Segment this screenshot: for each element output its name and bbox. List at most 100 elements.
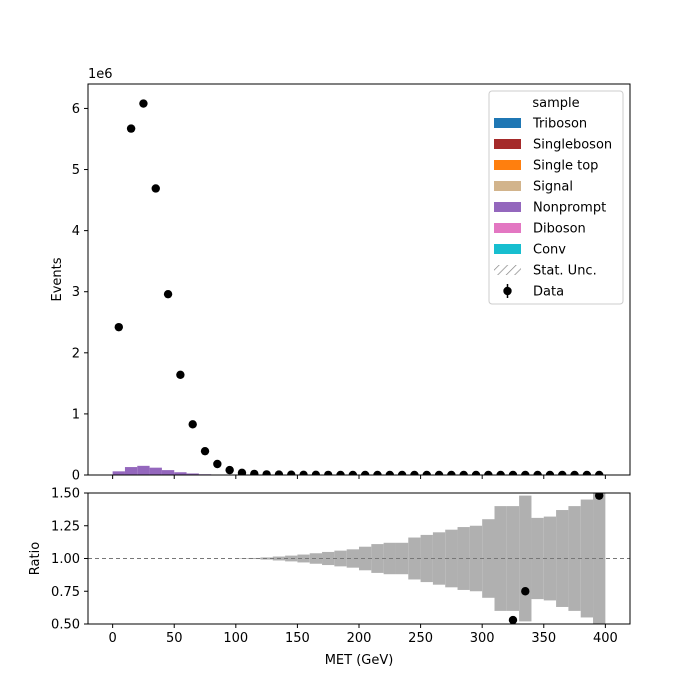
- legend-diboson-label: Diboson: [533, 222, 586, 237]
- ratio-unc-band-24: [408, 537, 421, 580]
- data-point-34: [533, 470, 542, 475]
- ratio-xtick-label-2: 100: [223, 631, 248, 646]
- data-point-1: [126, 124, 136, 133]
- legend-conv-swatch: [494, 244, 521, 254]
- data-point-9: [225, 465, 234, 475]
- legend-stat-unc-label: Stat. Unc.: [533, 264, 597, 279]
- main-plot-area: [112, 99, 604, 475]
- data-point-26: [434, 470, 444, 475]
- ratio-xtick-label-5: 250: [408, 631, 433, 646]
- ratio-unc-band-15: [297, 554, 310, 563]
- data-point-12: [262, 470, 271, 475]
- data-point-21: [373, 470, 382, 475]
- data-point-27: [447, 470, 456, 475]
- ratio-xtick-label-6: 300: [470, 631, 495, 646]
- data-point-25: [422, 470, 431, 475]
- data-point-15: [299, 470, 308, 475]
- ratio-point-1: [521, 587, 530, 596]
- data-point-4: [163, 289, 173, 299]
- legend-data-marker: [503, 286, 512, 296]
- legend-singleboson-swatch: [494, 139, 521, 149]
- data-point-10: [237, 468, 247, 475]
- main-panel: 0 1 2 3 4 5 6 1e6 Events: [50, 67, 631, 484]
- legend-singleboson-label: Singleboson: [533, 138, 612, 153]
- main-ytick-label-4: 4: [72, 224, 80, 239]
- main-ytick-label-2: 2: [72, 346, 80, 361]
- ratio-unc-band-27: [445, 529, 458, 588]
- ratio-ytick-label-2: 1.00: [51, 552, 80, 567]
- main-ytick-label-0: 0: [72, 469, 80, 484]
- ratio-unc-band-20: [359, 546, 372, 571]
- ratio-point-0: [508, 615, 518, 624]
- legend-single-top-label: Single top: [533, 159, 598, 174]
- legend-box: [488, 90, 624, 305]
- data-point-32: [508, 470, 518, 475]
- ratio-ytick-label-1: 0.75: [51, 585, 80, 600]
- legend-signal-swatch: [494, 181, 521, 191]
- data-point-17: [324, 470, 333, 475]
- stack-bar-nonprompt-4: [161, 470, 175, 475]
- legend-data-label: Data: [533, 285, 564, 300]
- legend-triboson-swatch: [494, 118, 521, 128]
- legend-diboson-swatch: [494, 223, 521, 233]
- data-point-37: [570, 470, 579, 475]
- ratio-unc-band-10: [235, 558, 249, 559]
- data-point-36: [558, 470, 567, 475]
- data-point-8: [213, 459, 222, 469]
- data-point-24: [410, 470, 419, 475]
- ratio-xtick-label-0: 0: [108, 631, 116, 646]
- ratio-ytick-label-0: 0.50: [51, 618, 80, 633]
- ratio-xtick-label-8: 400: [593, 631, 618, 646]
- main-ytick-label-5: 5: [72, 163, 80, 178]
- ratio-unc-band-19: [346, 549, 359, 568]
- ratio-unc-band-28: [457, 527, 470, 590]
- data-point-0: [114, 322, 123, 332]
- data-point-20: [360, 470, 370, 475]
- data-point-22: [385, 470, 394, 475]
- data-point-3: [151, 184, 160, 193]
- ratio-xtick-label-7: 350: [531, 631, 556, 646]
- data-point-11: [250, 469, 259, 475]
- ratio-ytick-label-4: 1.50: [51, 487, 80, 502]
- data-point-19: [348, 470, 358, 475]
- ratio-unc-band-36: [556, 510, 569, 607]
- data-point-38: [582, 470, 592, 475]
- legend-triboson-label: Triboson: [532, 117, 587, 132]
- main-ytick-label-1: 1: [72, 407, 80, 422]
- data-point-28: [459, 470, 468, 475]
- stack-bar-nonprompt-6: [186, 473, 199, 475]
- legend-single-top-swatch: [494, 160, 521, 170]
- legend: sample Triboson Singleboson Single top Signa…: [488, 90, 624, 305]
- stack-bar-nonprompt-1: [124, 467, 138, 475]
- data-point-18: [336, 470, 345, 475]
- stack-bar-nonprompt-5: [174, 472, 187, 475]
- ratio-ytick-label-3: 1.25: [51, 519, 80, 534]
- data-point-5: [176, 370, 185, 380]
- data-point-7: [200, 446, 210, 456]
- data-point-39: [595, 470, 604, 475]
- ratio-unc-band-31: [494, 506, 507, 611]
- ratio-panel: 0.50 0.75 1.00 1.25 1.50 0 50 100 150 200 250 300 35…: [28, 487, 631, 668]
- stack-bar-nonprompt-3: [149, 467, 162, 475]
- ratio-unc-band-11: [248, 557, 261, 560]
- data-point-14: [287, 470, 296, 475]
- data-point-33: [521, 470, 530, 475]
- ratio-xtick-label-1: 50: [166, 631, 183, 646]
- data-point-29: [471, 470, 481, 475]
- ratio-unc-band-32: [506, 506, 520, 611]
- ratio-xtick-label-3: 150: [285, 631, 310, 646]
- data-point-13: [274, 470, 284, 475]
- legend-signal-label: Signal: [533, 180, 573, 195]
- ratio-unc-band-23: [395, 542, 409, 575]
- data-point-31: [496, 470, 505, 475]
- data-point-30: [484, 470, 493, 475]
- data-point-35: [545, 470, 555, 475]
- legend-conv-label: Conv: [533, 243, 566, 258]
- stack-bar-nonprompt-0: [112, 471, 125, 475]
- data-point-16: [311, 470, 321, 475]
- data-point-23: [397, 470, 407, 475]
- ratio-point-2: [595, 493, 604, 500]
- data-point-6: [188, 420, 197, 429]
- ratio-xlabel: MET (GeV): [325, 653, 394, 668]
